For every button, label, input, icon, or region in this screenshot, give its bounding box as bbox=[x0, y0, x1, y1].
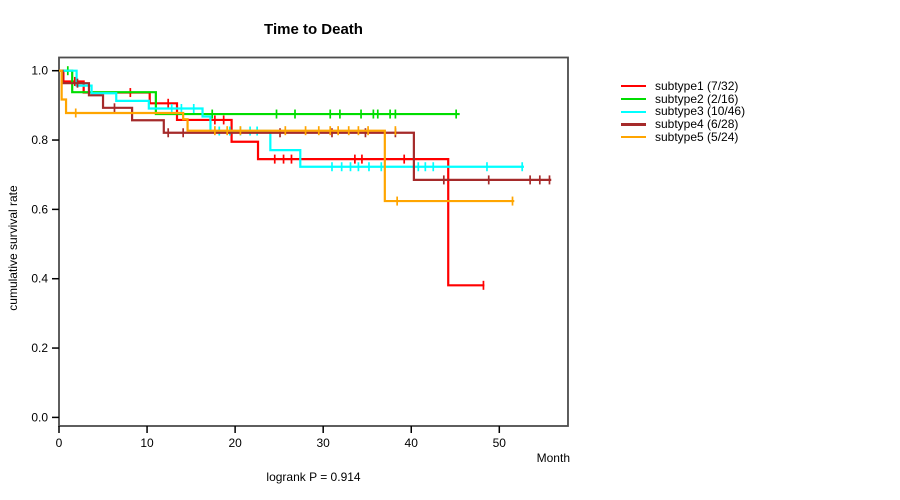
legend: subtype1 (7/32) subtype2 (2/16) subtype3 (… bbox=[621, 80, 745, 143]
x-axis-tick-label: 0 bbox=[56, 436, 63, 450]
legend-label: subtype2 (2/16) bbox=[655, 91, 739, 106]
series-subtype3-line bbox=[59, 69, 524, 168]
series-subtype5-line bbox=[59, 69, 515, 203]
legend-item-subtype5: subtype5 (5/24) bbox=[621, 131, 745, 144]
legend-item-subtype1: subtype1 (7/32) bbox=[621, 80, 745, 93]
x-axis-tick-label: 10 bbox=[140, 436, 154, 450]
y-axis-tick-label: 0.8 bbox=[31, 133, 48, 147]
legend-swatch-subtype4 bbox=[621, 123, 646, 126]
y-axis-title: cumulative survival rate bbox=[6, 185, 20, 311]
y-axis-tick-label: 0.6 bbox=[31, 202, 48, 216]
legend-item-subtype3: subtype3 (10/46) bbox=[621, 105, 745, 118]
y-axis-tick-label: 1.0 bbox=[31, 64, 48, 78]
series-subtype4-line bbox=[59, 69, 552, 182]
legend-label: subtype3 (10/46) bbox=[655, 104, 746, 119]
x-axis-tick-label: 30 bbox=[317, 436, 331, 450]
legend-swatch-subtype1 bbox=[621, 85, 646, 88]
x-axis-tick-label: 40 bbox=[405, 436, 419, 450]
legend-item-subtype4: subtype4 (6/28) bbox=[621, 118, 745, 131]
logrank-annotation: logrank P = 0.914 bbox=[266, 470, 361, 484]
legend-label: subtype4 (6/28) bbox=[655, 117, 739, 132]
legend-swatch-subtype2 bbox=[621, 97, 646, 101]
x-axis-tick-label: 50 bbox=[493, 436, 507, 450]
y-axis-tick-label: 0.4 bbox=[31, 272, 48, 286]
series-subtype1-line bbox=[59, 69, 485, 287]
y-axis-tick-label: 0.0 bbox=[31, 410, 48, 424]
x-axis-tick-label: 20 bbox=[228, 436, 242, 450]
chart-title: Time to Death bbox=[264, 21, 363, 38]
y-axis-tick-label: 0.2 bbox=[31, 341, 48, 355]
legend-swatch-subtype3 bbox=[621, 110, 646, 113]
x-axis-title: Month bbox=[536, 451, 570, 465]
legend-item-subtype2: subtype2 (2/16) bbox=[621, 91, 745, 106]
legend-swatch-subtype5 bbox=[621, 135, 646, 139]
legend-label: subtype1 (7/32) bbox=[655, 79, 739, 93]
legend-label: subtype5 (5/24) bbox=[655, 129, 739, 144]
plot-box bbox=[58, 56, 569, 427]
